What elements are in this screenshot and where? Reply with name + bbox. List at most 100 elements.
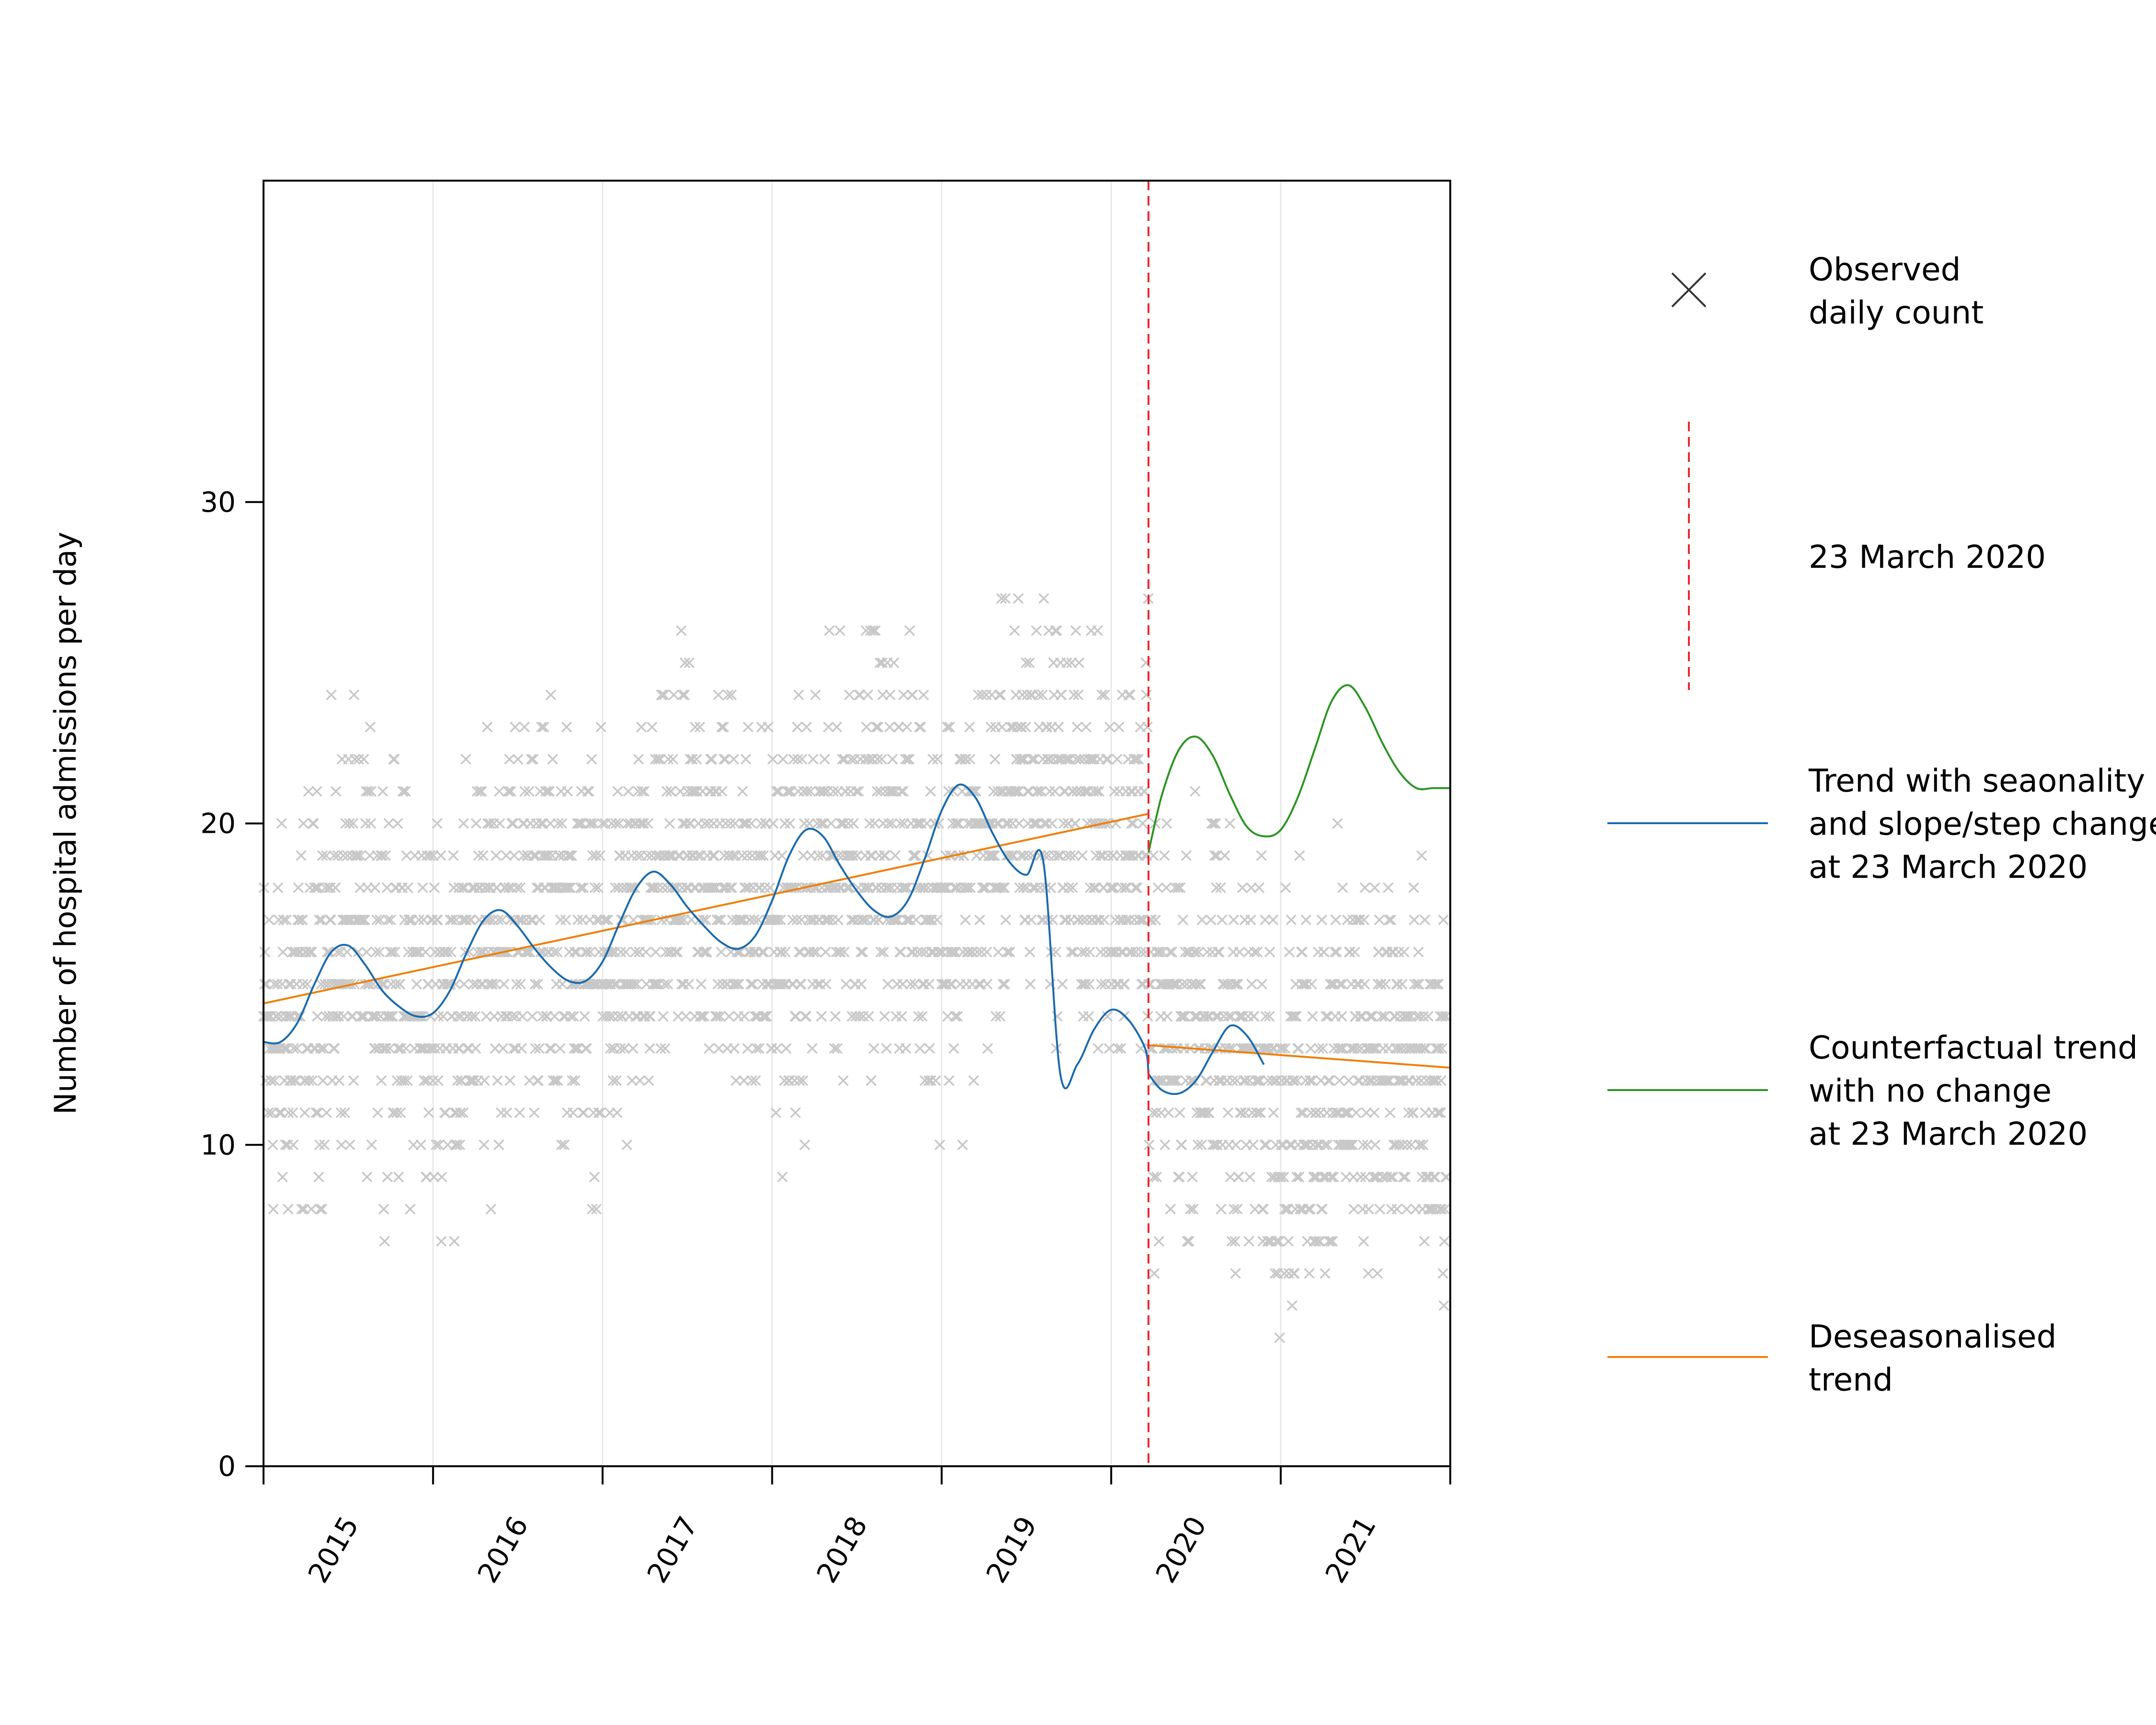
- observed-point: [1028, 818, 1039, 829]
- observed-point: [1349, 946, 1360, 958]
- observed-point: [712, 978, 723, 990]
- observed-point: [383, 818, 394, 829]
- observed-point: [573, 818, 585, 829]
- observed-point: [1014, 754, 1026, 765]
- observed-point: [416, 850, 427, 861]
- observed-point: [260, 1011, 271, 1022]
- observed-point: [485, 1204, 496, 1215]
- observed-point: [1235, 1107, 1246, 1118]
- observed-point: [1147, 1107, 1158, 1118]
- observed-point: [832, 1043, 843, 1054]
- observed-point: [907, 689, 918, 701]
- observed-point: [1384, 914, 1395, 925]
- observed-point: [934, 946, 945, 958]
- observed-point: [566, 850, 577, 861]
- observed-point: [400, 786, 411, 797]
- observed-point: [1434, 1204, 1445, 1215]
- observed-point: [433, 1011, 444, 1022]
- observed-point: [1432, 1043, 1443, 1054]
- observed-point: [1294, 850, 1305, 861]
- observed-point: [757, 1011, 768, 1022]
- observed-point: [1319, 946, 1330, 958]
- observed-point: [294, 914, 305, 925]
- observed-point: [917, 1011, 928, 1022]
- observed-point: [404, 1204, 416, 1215]
- y-tick-label-0: 0: [218, 1450, 236, 1483]
- observed-point: [1063, 882, 1075, 893]
- observed-point: [593, 1107, 604, 1118]
- observed-point: [321, 1107, 332, 1118]
- observed-point: [1161, 882, 1172, 893]
- observed-point: [680, 1011, 691, 1022]
- observed-point: [865, 1075, 877, 1086]
- observed-point: [1304, 1075, 1315, 1086]
- observed-point: [564, 850, 575, 861]
- observed-point: [941, 882, 952, 893]
- observed-point: [440, 1107, 451, 1118]
- observed-point: [931, 914, 942, 925]
- observed-point: [375, 850, 387, 861]
- observed-point: [1096, 689, 1107, 701]
- observed-point: [946, 978, 957, 990]
- observed-point: [612, 786, 623, 797]
- observed-point: [755, 850, 766, 861]
- observed-point: [620, 978, 631, 990]
- observed-point: [568, 1011, 579, 1022]
- legend-counterfactual-label-3: at 23 March 2020: [1809, 1116, 2087, 1152]
- observed-point: [652, 882, 663, 893]
- observed-point: [1025, 978, 1036, 990]
- observed-point: [1108, 882, 1120, 893]
- observed-point: [1425, 1204, 1436, 1215]
- observed-point: [925, 1075, 937, 1086]
- observed-point: [344, 1139, 356, 1150]
- observed-point: [538, 722, 550, 733]
- observed-point: [1183, 1236, 1195, 1247]
- observed-point: [914, 722, 925, 733]
- observed-point: [915, 882, 926, 893]
- observed-point: [1208, 818, 1219, 829]
- observed-point: [1355, 1172, 1366, 1183]
- observed-point: [342, 946, 353, 958]
- observed-point: [1244, 1172, 1255, 1183]
- observed-point: [1437, 1268, 1448, 1279]
- observed-point: [835, 625, 846, 636]
- observed-point: [595, 850, 606, 861]
- observed-point: [615, 946, 627, 958]
- observed-point: [662, 978, 674, 990]
- observed-point: [1357, 1139, 1369, 1150]
- observed-point: [268, 1204, 279, 1215]
- observed-point: [925, 786, 936, 797]
- observed-point: [433, 1075, 444, 1086]
- observed-point: [630, 946, 641, 958]
- observed-point: [1112, 1043, 1124, 1054]
- observed-point: [1419, 1236, 1430, 1247]
- observed-point: [358, 754, 369, 765]
- observed-point: [737, 818, 749, 829]
- observed-point: [456, 1075, 467, 1086]
- observed-point: [1251, 1107, 1262, 1118]
- observed-point: [650, 754, 661, 765]
- observed-point: [1056, 689, 1067, 701]
- observed-point: [812, 978, 823, 990]
- observed-point: [330, 786, 342, 797]
- observed-point: [1222, 1107, 1234, 1118]
- observed-point: [426, 1043, 437, 1054]
- observed-point: [952, 1011, 963, 1022]
- observed-point: [308, 818, 319, 829]
- observed-point: [560, 914, 571, 925]
- observed-point: [1309, 1172, 1320, 1183]
- observed-point: [1050, 625, 1061, 636]
- observed-point: [515, 978, 526, 990]
- observed-point: [873, 914, 884, 925]
- observed-point: [1439, 1204, 1450, 1215]
- observed-point: [636, 786, 647, 797]
- observed-point: [1148, 1172, 1159, 1183]
- observed-point: [918, 978, 929, 990]
- observed-point: [667, 754, 678, 765]
- observed-point: [376, 1075, 387, 1086]
- observed-point: [299, 1107, 310, 1118]
- observed-point: [481, 1011, 492, 1022]
- observed-point: [1369, 1107, 1380, 1118]
- observed-point: [679, 657, 690, 668]
- observed-point: [280, 1139, 291, 1150]
